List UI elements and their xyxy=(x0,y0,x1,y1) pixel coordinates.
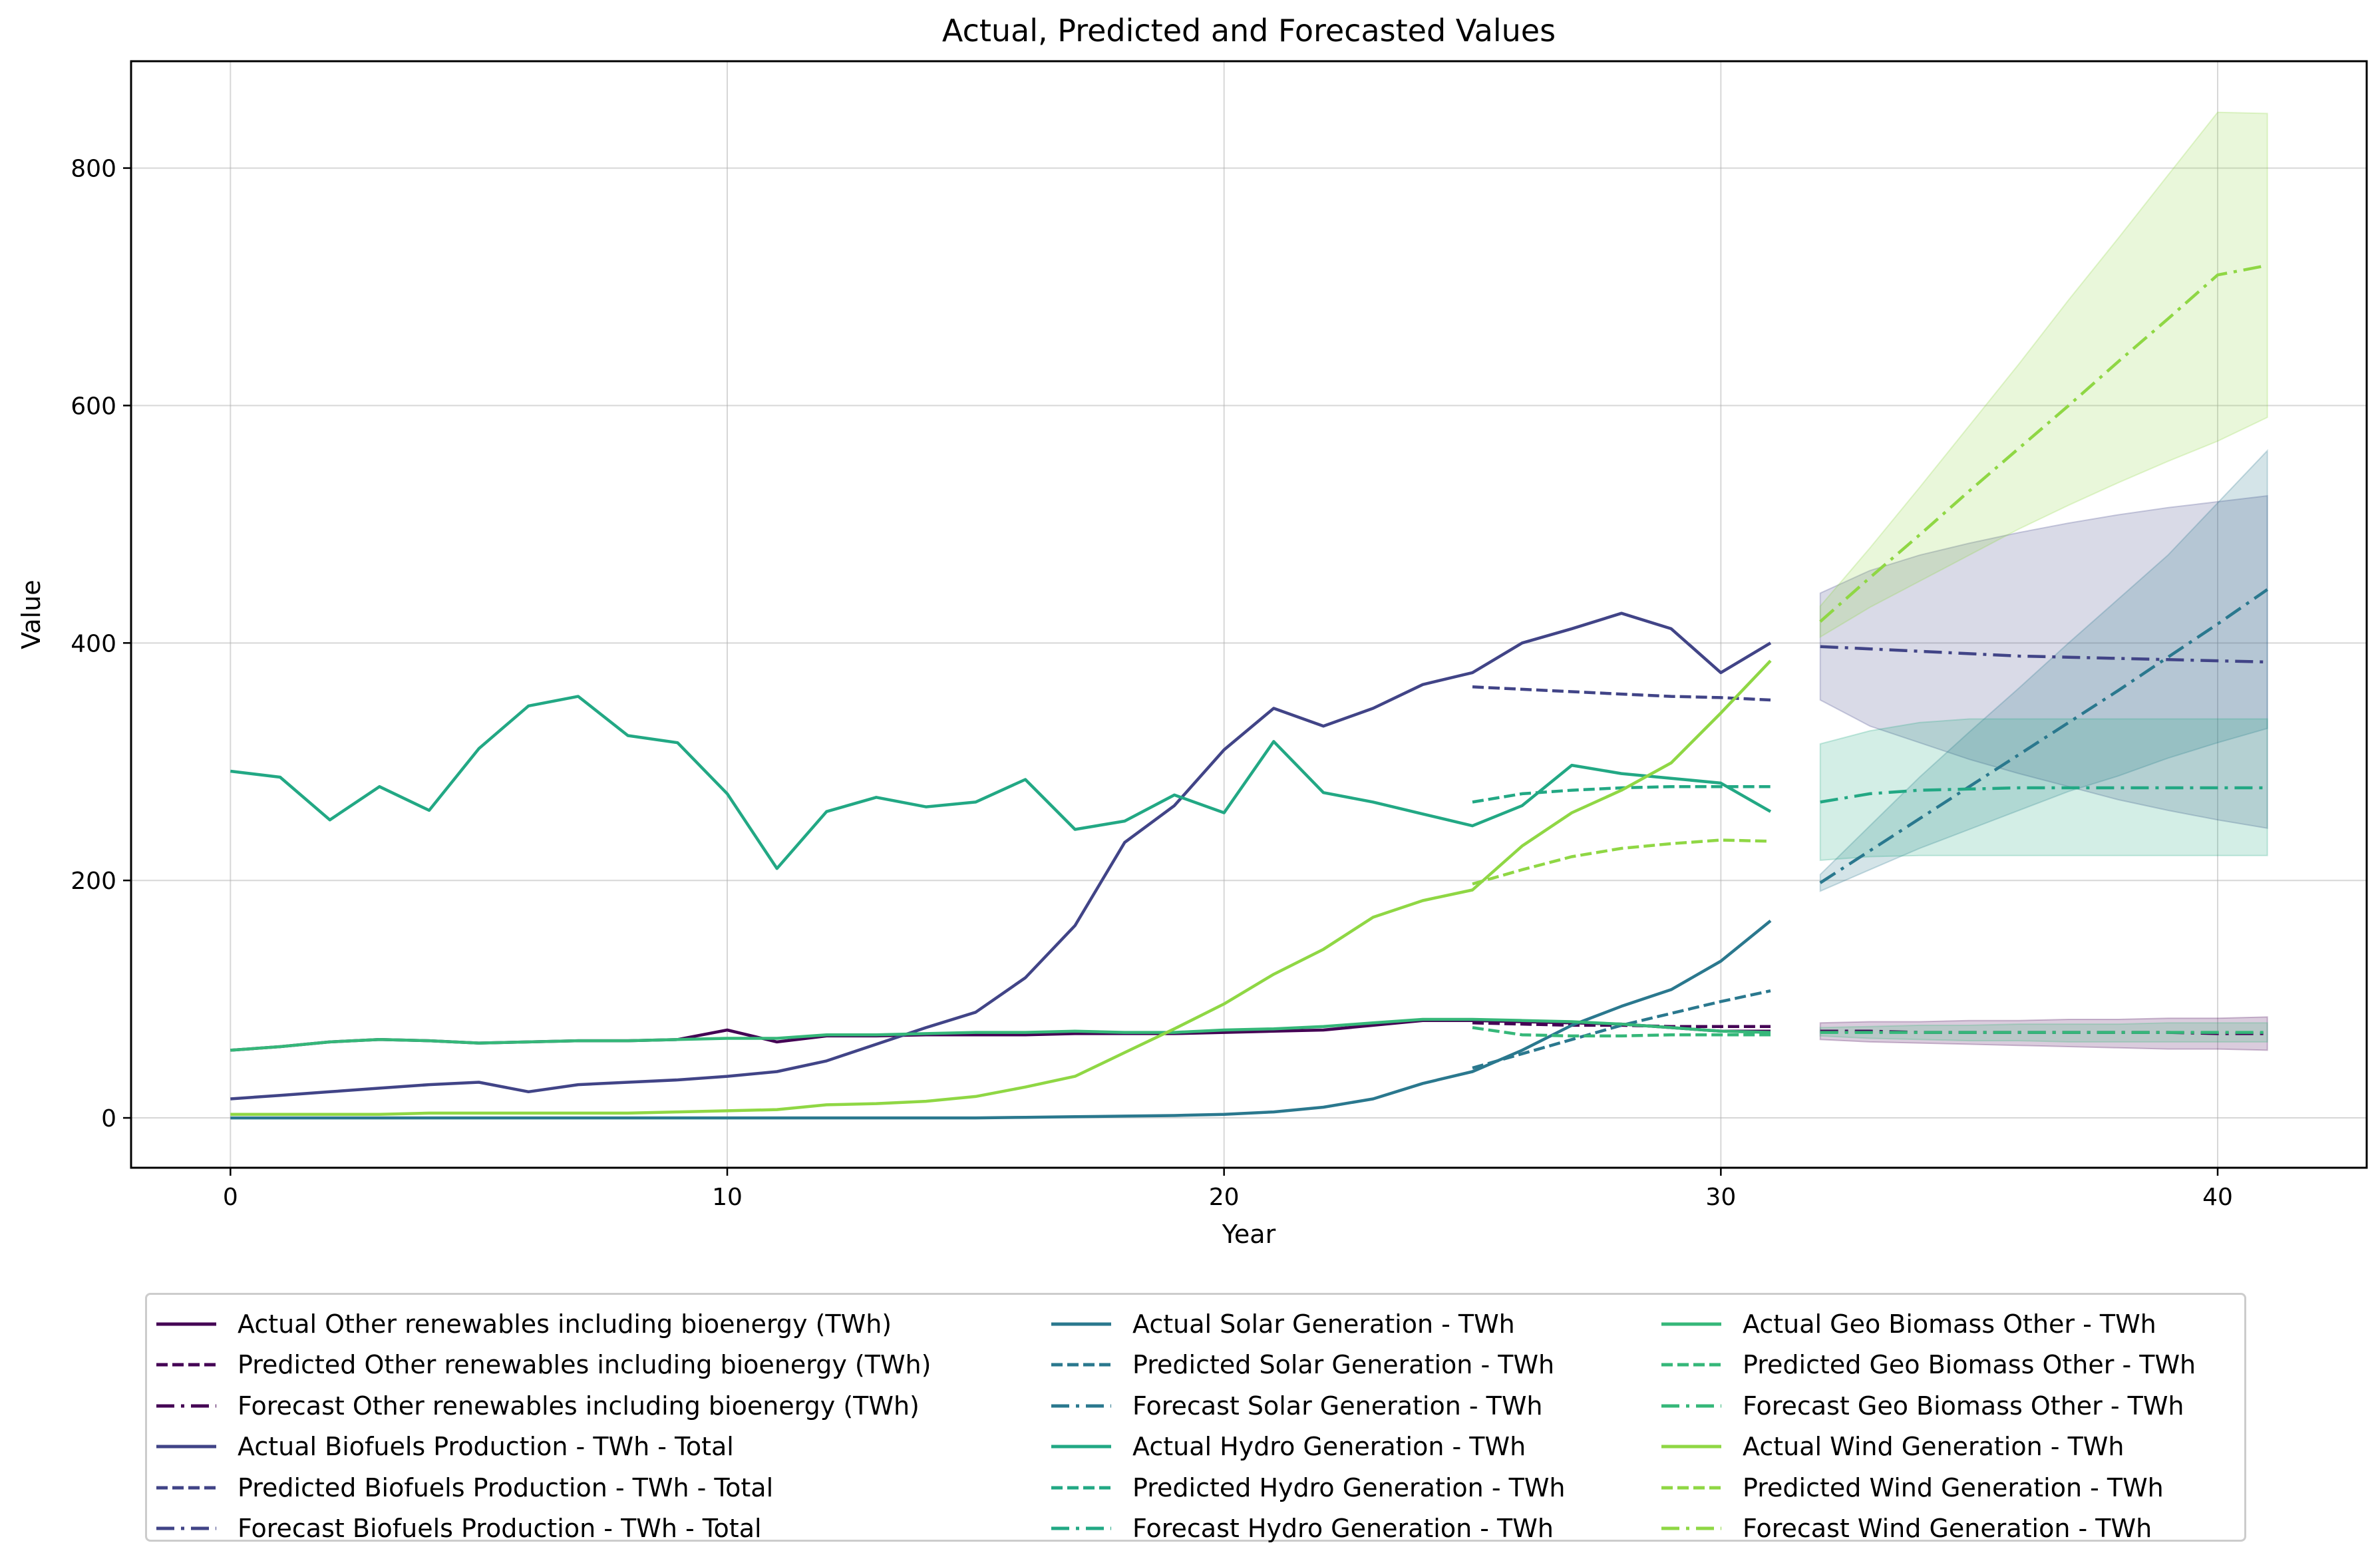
legend-label: Actual Biofuels Production - TWh - Total xyxy=(238,1432,734,1462)
x-tick-label: 10 xyxy=(712,1184,743,1211)
legend-item: Actual Hydro Generation - TWh xyxy=(1051,1427,1566,1468)
forecast-line xyxy=(1819,263,2268,623)
series-lines xyxy=(230,263,2268,1120)
legend-label: Predicted Hydro Generation - TWh xyxy=(1132,1472,1566,1502)
legend-item: Forecast Wind Generation - TWh xyxy=(1661,1508,2196,1550)
x-tick-label: 20 xyxy=(1209,1184,1240,1211)
legend-label: Forecast Wind Generation - TWh xyxy=(1743,1514,2152,1544)
legend-item: Forecast Hydro Generation - TWh xyxy=(1051,1508,1566,1550)
x-tick-label: 0 xyxy=(223,1184,238,1211)
y-tick-label: 800 xyxy=(71,156,116,183)
legend-swatch xyxy=(156,1526,216,1530)
forecast-band xyxy=(1819,111,2268,639)
legend-swatch xyxy=(1051,1486,1111,1490)
legend-swatch xyxy=(156,1363,216,1367)
legend-swatch xyxy=(1051,1526,1111,1530)
legend-item: Predicted Biofuels Production - TWh - To… xyxy=(156,1467,931,1508)
legend-label: Forecast Biofuels Production - TWh - Tot… xyxy=(238,1514,762,1544)
legend: Actual Other renewables including bioene… xyxy=(145,1293,2246,1543)
legend-item: Forecast Geo Biomass Other - TWh xyxy=(1661,1385,2196,1427)
forecast-line xyxy=(1820,786,2268,804)
legend-item: Predicted Geo Biomass Other - TWh xyxy=(1661,1345,2196,1386)
legend-label: Actual Other renewables including bioene… xyxy=(238,1309,892,1339)
legend-column: Actual Solar Generation - TWh Predicted S… xyxy=(1051,1303,1566,1549)
legend-item: Predicted Other renewables including bio… xyxy=(156,1345,931,1386)
y-tick-label: 600 xyxy=(71,393,116,420)
legend-item: Forecast Other renewables including bioe… xyxy=(156,1385,931,1427)
x-tick-label: 40 xyxy=(2202,1184,2233,1211)
legend-label: Forecast Solar Generation - TWh xyxy=(1132,1391,1543,1421)
legend-swatch xyxy=(1051,1322,1111,1326)
legend-label: Predicted Solar Generation - TWh xyxy=(1132,1350,1555,1380)
predicted-line xyxy=(1472,838,1771,886)
legend-swatch xyxy=(1661,1322,1721,1326)
actual-line xyxy=(230,659,1772,1116)
actual-line xyxy=(230,611,1772,1101)
actual-line xyxy=(230,695,1772,870)
actual-line xyxy=(230,920,1772,1120)
legend-item: Actual Biofuels Production - TWh - Total xyxy=(156,1427,931,1468)
legend-label: Forecast Other renewables including bioe… xyxy=(238,1391,920,1421)
legend-item: Actual Geo Biomass Other - TWh xyxy=(1661,1303,2196,1345)
legend-swatch xyxy=(1051,1404,1111,1408)
actual-line xyxy=(230,1017,1771,1052)
predicted-line xyxy=(1472,784,1771,804)
legend-swatch xyxy=(156,1404,216,1408)
legend-column: Actual Geo Biomass Other - TWh Predicted … xyxy=(1661,1303,2196,1549)
legend-item: Actual Other renewables including bioene… xyxy=(156,1303,931,1345)
legend-label: Forecast Hydro Generation - TWh xyxy=(1132,1514,1554,1544)
legend-swatch xyxy=(1051,1445,1111,1449)
predicted-line xyxy=(1472,685,1771,702)
forecast-band xyxy=(1819,448,2268,892)
forecast-line xyxy=(1820,645,2268,664)
legend-label: Predicted Other renewables including bio… xyxy=(238,1350,932,1380)
legend-label: Predicted Geo Biomass Other - TWh xyxy=(1743,1350,2196,1380)
predicted-line xyxy=(1472,989,1771,1070)
y-axis-label: Value xyxy=(17,580,46,649)
legend-item: Predicted Solar Generation - TWh xyxy=(1051,1345,1566,1386)
legend-item: Actual Wind Generation - TWh xyxy=(1661,1427,2196,1468)
legend-label: Actual Wind Generation - TWh xyxy=(1743,1432,2125,1462)
forecast-band xyxy=(1819,718,2268,861)
legend-item: Predicted Wind Generation - TWh xyxy=(1661,1467,2196,1508)
x-axis-label: Year xyxy=(1222,1220,1276,1249)
legend-label: Actual Geo Biomass Other - TWh xyxy=(1743,1309,2156,1339)
legend-swatch xyxy=(1661,1363,1721,1367)
legend-label: Predicted Wind Generation - TWh xyxy=(1743,1472,2164,1502)
y-tick-label: 400 xyxy=(71,630,116,657)
forecast-confidence-bands xyxy=(1819,111,2268,1051)
chart-title: Actual, Predicted and Forecasted Values xyxy=(942,13,1556,49)
legend-item: Actual Solar Generation - TWh xyxy=(1051,1303,1566,1345)
legend-label: Predicted Biofuels Production - TWh - To… xyxy=(238,1472,774,1502)
legend-item: Forecast Biofuels Production - TWh - Tot… xyxy=(156,1508,931,1550)
legend-swatch xyxy=(156,1445,216,1449)
legend-item: Forecast Solar Generation - TWh xyxy=(1051,1385,1566,1427)
legend-swatch xyxy=(1661,1404,1721,1408)
legend-item: Predicted Hydro Generation - TWh xyxy=(1051,1467,1566,1508)
legend-swatch xyxy=(1661,1445,1721,1449)
legend-label: Forecast Geo Biomass Other - TWh xyxy=(1743,1391,2184,1421)
legend-swatch xyxy=(1661,1486,1721,1490)
x-tick-label: 30 xyxy=(1705,1184,1736,1211)
plot-area-frame xyxy=(130,60,2368,1169)
forecast-band xyxy=(1819,494,2268,829)
legend-column: Actual Other renewables including bioene… xyxy=(156,1303,931,1549)
y-tick-label: 0 xyxy=(101,1105,116,1132)
legend-swatch xyxy=(1661,1526,1721,1530)
legend-swatch xyxy=(156,1322,216,1326)
y-tick-label: 200 xyxy=(71,868,116,895)
legend-label: Actual Hydro Generation - TWh xyxy=(1132,1432,1526,1462)
predicted-line xyxy=(1472,1026,1771,1038)
legend-label: Actual Solar Generation - TWh xyxy=(1132,1309,1515,1339)
legend-swatch xyxy=(1051,1363,1111,1367)
legend-swatch xyxy=(156,1486,216,1490)
